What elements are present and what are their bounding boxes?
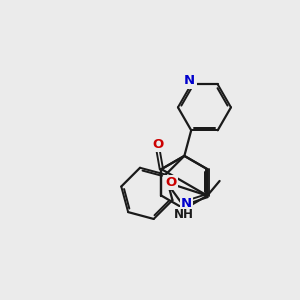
Text: O: O [152,138,164,151]
Text: O: O [165,176,177,189]
Text: NH: NH [174,208,194,221]
Text: N: N [184,74,195,87]
Text: N: N [181,197,192,210]
